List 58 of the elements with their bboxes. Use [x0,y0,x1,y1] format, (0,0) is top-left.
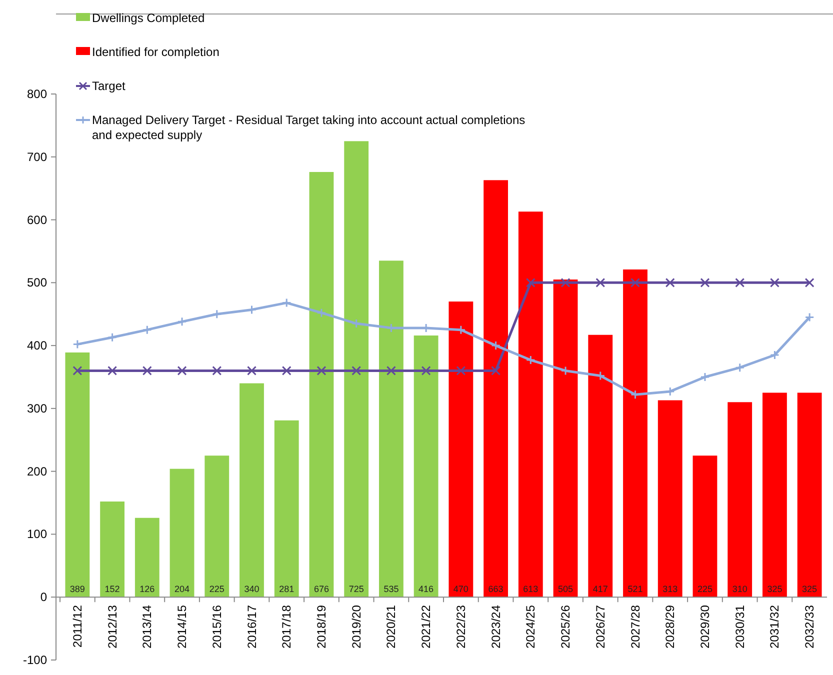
data-label: 225 [209,584,224,594]
x-tick-label: 2025/26 [558,604,573,648]
data-label: 389 [70,584,85,594]
legend-label: Identified for completion [92,45,220,59]
data-label: 505 [558,584,574,594]
x-tick-label: 2012/13 [105,604,120,648]
data-label: 535 [384,584,399,594]
y-tick-label: 300 [26,401,48,416]
x-tick-label: 2022/23 [454,604,468,648]
data-label: 225 [697,584,712,594]
data-label: 340 [244,584,260,594]
data-label: 325 [802,584,818,594]
y-tick-label: 100 [26,527,48,542]
data-label: 676 [314,584,329,594]
data-label: 313 [662,584,678,594]
data-label: 152 [104,584,120,594]
x-tick-label: 2021/22 [419,604,434,648]
data-label: 310 [732,584,748,594]
data-label: 417 [592,584,608,594]
legend-label: Target [92,79,126,93]
y-tick-label: 400 [26,338,48,353]
x-tick-label: 2029/30 [698,604,712,648]
y-tick-label: 600 [26,212,48,227]
legend-label: Dwellings Completed [92,11,205,25]
y-tick-label: 800 [26,87,48,101]
x-tick-label: 2026/27 [593,604,608,648]
data-label: 325 [767,584,782,594]
x-tick-label: 2017/18 [280,604,294,648]
data-label: 663 [488,584,504,594]
data-label: 281 [279,584,294,594]
x-tick-label: 2011/12 [70,604,84,648]
x-tick-label: 2018/19 [314,604,328,648]
x-tick-label: 2014/15 [175,604,190,648]
x-tick-label: 2015/16 [210,604,224,648]
y-tick-label: -100 [22,653,48,667]
legend-label: Managed Delivery Target - Residual Target taking into account actual completions and expected supply [92,113,526,142]
x-tick-label: 2028/29 [663,604,678,648]
x-tick-label: 2016/17 [244,604,259,648]
data-label: 126 [140,584,155,594]
data-label: 204 [174,584,190,594]
y-tick-label: 200 [26,464,48,478]
x-tick-label: 2013/14 [140,604,154,648]
x-tick-label: 2023/24 [488,604,503,648]
data-label: 416 [418,584,434,594]
x-tick-label: 2030/31 [732,604,747,648]
x-tick-label: 2027/28 [628,604,642,648]
x-tick-label: 2020/21 [384,604,398,648]
data-label: 725 [348,584,364,594]
data-label: 470 [453,584,468,594]
data-label: 613 [523,584,538,594]
y-tick-label: 700 [26,150,48,164]
x-tick-label: 2024/25 [524,604,538,648]
x-tick-label: 2032/33 [802,604,817,648]
data-label: 521 [628,584,643,594]
x-tick-label: 2031/32 [768,604,782,648]
y-tick-label: 0 [40,590,48,604]
y-tick-label: 500 [26,276,48,290]
x-tick-label: 2019/20 [349,604,364,648]
